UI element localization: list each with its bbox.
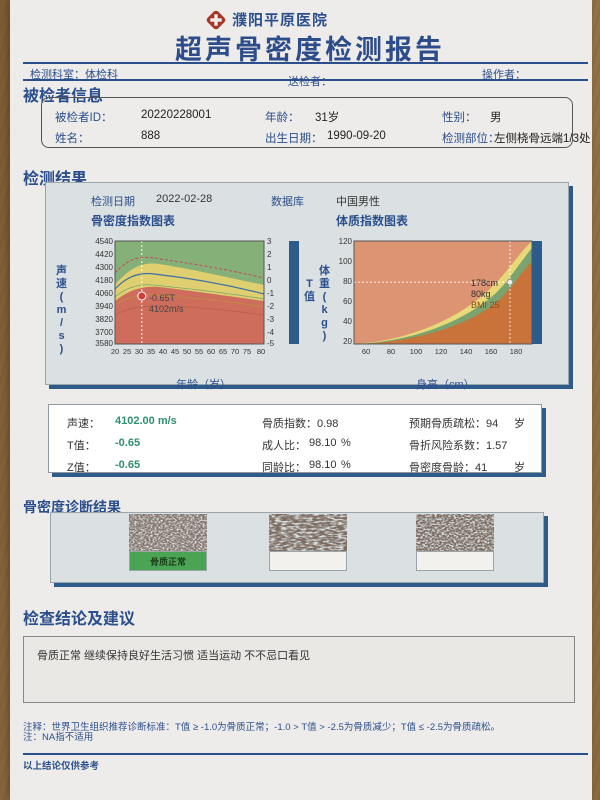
svg-text:178cm: 178cm — [471, 278, 498, 288]
svg-text:4300: 4300 — [95, 263, 113, 272]
svg-text:40: 40 — [343, 317, 352, 326]
svg-text:55: 55 — [195, 347, 203, 356]
svg-text:65: 65 — [219, 347, 227, 356]
svg-text:3820: 3820 — [95, 315, 113, 324]
svg-text:140: 140 — [460, 347, 473, 356]
svg-text:30: 30 — [135, 347, 143, 356]
svg-text:80kg: 80kg — [471, 289, 491, 299]
svg-text:80: 80 — [343, 277, 352, 286]
svg-text:70: 70 — [231, 347, 239, 356]
svg-text:-3: -3 — [267, 315, 275, 324]
svg-text:1: 1 — [267, 263, 272, 272]
svg-text:25: 25 — [123, 347, 131, 356]
svg-text:180: 180 — [510, 347, 523, 356]
svg-text:75: 75 — [243, 347, 251, 356]
svg-text:100: 100 — [339, 257, 353, 266]
svg-text:60: 60 — [343, 297, 352, 306]
svg-text:60: 60 — [207, 347, 215, 356]
svg-text:4420: 4420 — [95, 250, 113, 259]
svg-text:100: 100 — [410, 347, 423, 356]
svg-text:40: 40 — [159, 347, 167, 356]
svg-text:-2: -2 — [267, 302, 275, 311]
svg-text:4180: 4180 — [95, 276, 113, 285]
svg-text:35: 35 — [147, 347, 155, 356]
svg-text:BMI 25: BMI 25 — [471, 300, 500, 310]
svg-text:4540: 4540 — [95, 237, 113, 246]
svg-text:120: 120 — [435, 347, 448, 356]
svg-text:-5: -5 — [267, 339, 275, 348]
svg-text:120: 120 — [339, 237, 353, 246]
svg-text:20: 20 — [111, 347, 119, 356]
svg-text:80: 80 — [387, 347, 395, 356]
svg-text:3: 3 — [267, 237, 272, 246]
svg-text:-4: -4 — [267, 328, 275, 337]
svg-text:45: 45 — [171, 347, 179, 356]
svg-text:80: 80 — [257, 347, 265, 356]
svg-text:-1: -1 — [267, 289, 275, 298]
svg-text:2: 2 — [267, 250, 272, 259]
svg-text:-0.65T: -0.65T — [149, 293, 176, 303]
svg-text:60: 60 — [362, 347, 370, 356]
svg-text:50: 50 — [183, 347, 191, 356]
svg-text:4060: 4060 — [95, 289, 113, 298]
svg-text:20: 20 — [343, 337, 352, 346]
svg-text:3940: 3940 — [95, 302, 113, 311]
svg-text:4102m/s: 4102m/s — [149, 304, 184, 314]
svg-text:0: 0 — [267, 276, 272, 285]
svg-text:160: 160 — [485, 347, 498, 356]
svg-text:3700: 3700 — [95, 328, 113, 337]
